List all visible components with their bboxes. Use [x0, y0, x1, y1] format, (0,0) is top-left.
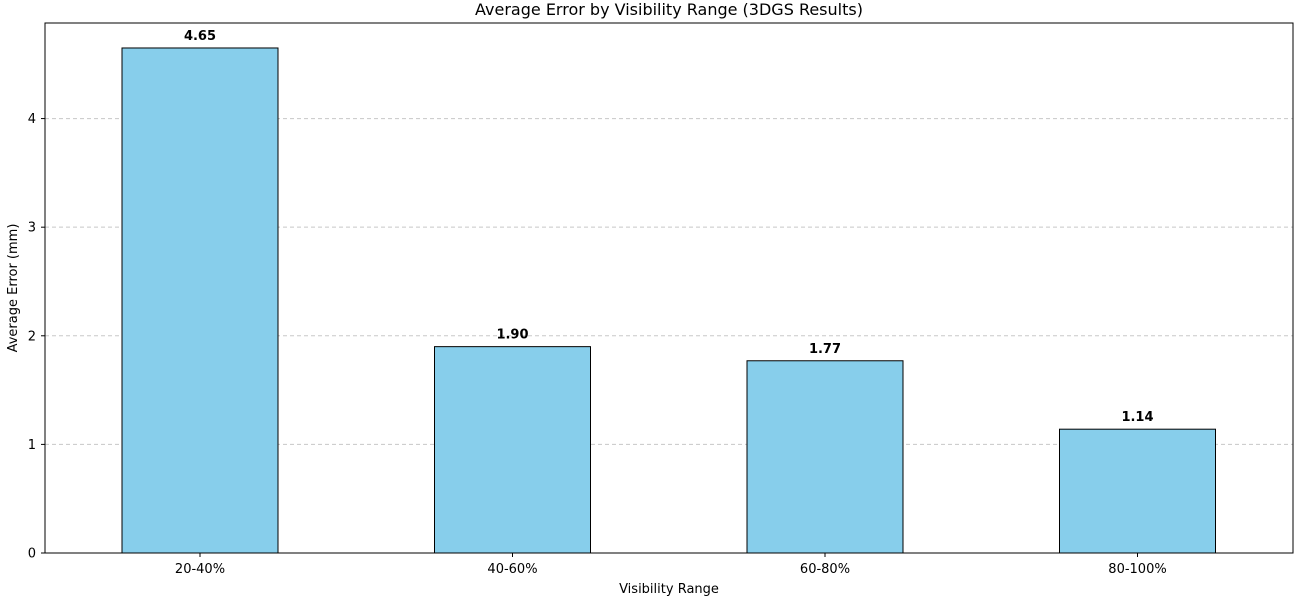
y-tick-label: 4: [28, 112, 36, 127]
x-axis-ticks: 20-40% 40-60% 60-80% 80-100%: [175, 553, 1167, 577]
x-tick-label: 20-40%: [175, 562, 225, 577]
y-tick-label: 2: [28, 329, 36, 344]
y-tick-label: 3: [28, 221, 36, 236]
bar-20-40%: [121, 47, 279, 554]
x-tick-label: 80-100%: [1108, 562, 1166, 577]
bars: 4.65 1.90 1.77 1.14: [121, 29, 1216, 554]
plot-frame: [44, 22, 1294, 554]
bar-40-60%: [434, 346, 591, 554]
y-axis-label: Average Error (mm): [6, 224, 21, 353]
y-tick-label: 0: [28, 547, 36, 562]
chart-title: Average Error by Visibility Range (3DGS …: [475, 0, 863, 19]
bar-80-100%: [1059, 428, 1216, 554]
x-tick-label: 40-60%: [487, 562, 537, 577]
data-label: 1.14: [1121, 410, 1153, 425]
data-label: 4.65: [184, 29, 216, 44]
y-tick-label: 1: [28, 438, 36, 453]
data-label: 1.90: [496, 328, 528, 343]
bar-60-80%: [746, 360, 904, 554]
y-axis-ticks: 0 1 2 3 4: [28, 112, 45, 562]
x-tick-label: 60-80%: [800, 562, 850, 577]
x-axis-label: Visibility Range: [619, 582, 719, 597]
data-label: 1.77: [809, 342, 841, 357]
